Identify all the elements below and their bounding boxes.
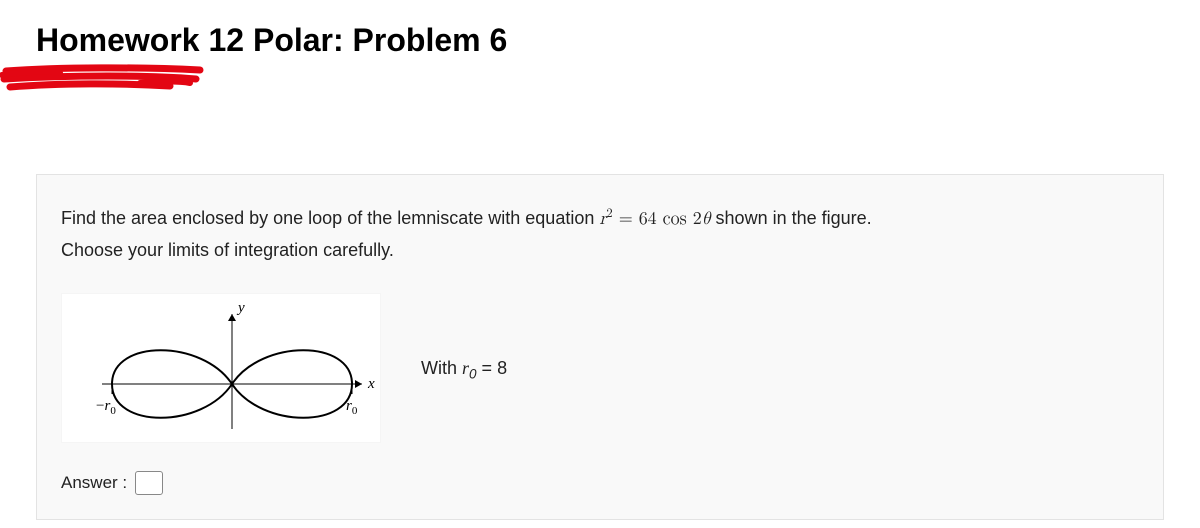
statement-prefix: Find the area enclosed by one loop of th… <box>61 208 599 228</box>
answer-label: Answer : <box>61 473 127 493</box>
page-title: Homework 12 Polar: Problem 6 <box>36 22 1164 59</box>
eq-argvar: θ <box>702 210 711 228</box>
r0-label-right: r0 <box>346 398 358 417</box>
statement-suffix: shown in the figure. <box>711 208 872 228</box>
figure-caption: With r0 = 8 <box>421 358 507 379</box>
caption-sub: 0 <box>469 366 477 381</box>
problem-statement: Find the area enclosed by one loop of th… <box>61 203 1139 265</box>
caption-value: 8 <box>497 358 507 378</box>
eq-func: cos <box>663 210 687 228</box>
problem-panel: Find the area enclosed by one loop of th… <box>36 174 1164 520</box>
statement-line2: Choose your limits of integration carefu… <box>61 240 394 260</box>
answer-input[interactable] <box>135 471 163 495</box>
eq-argcoeff: 2 <box>693 210 702 228</box>
caption-prefix: With <box>421 358 462 378</box>
hand-scribble-icon <box>0 61 210 95</box>
caption-eq: = <box>477 358 498 378</box>
r0-label-left: −r0 <box>96 398 116 417</box>
eq-exp-2: 2 <box>606 208 612 220</box>
axis-x-label: x <box>367 376 375 392</box>
axis-y-label: y <box>236 300 245 316</box>
eq-coeff: 64 <box>639 210 657 228</box>
lemniscate-figure: y x r0 −r0 <box>61 293 381 443</box>
caption-var: r <box>462 358 469 378</box>
